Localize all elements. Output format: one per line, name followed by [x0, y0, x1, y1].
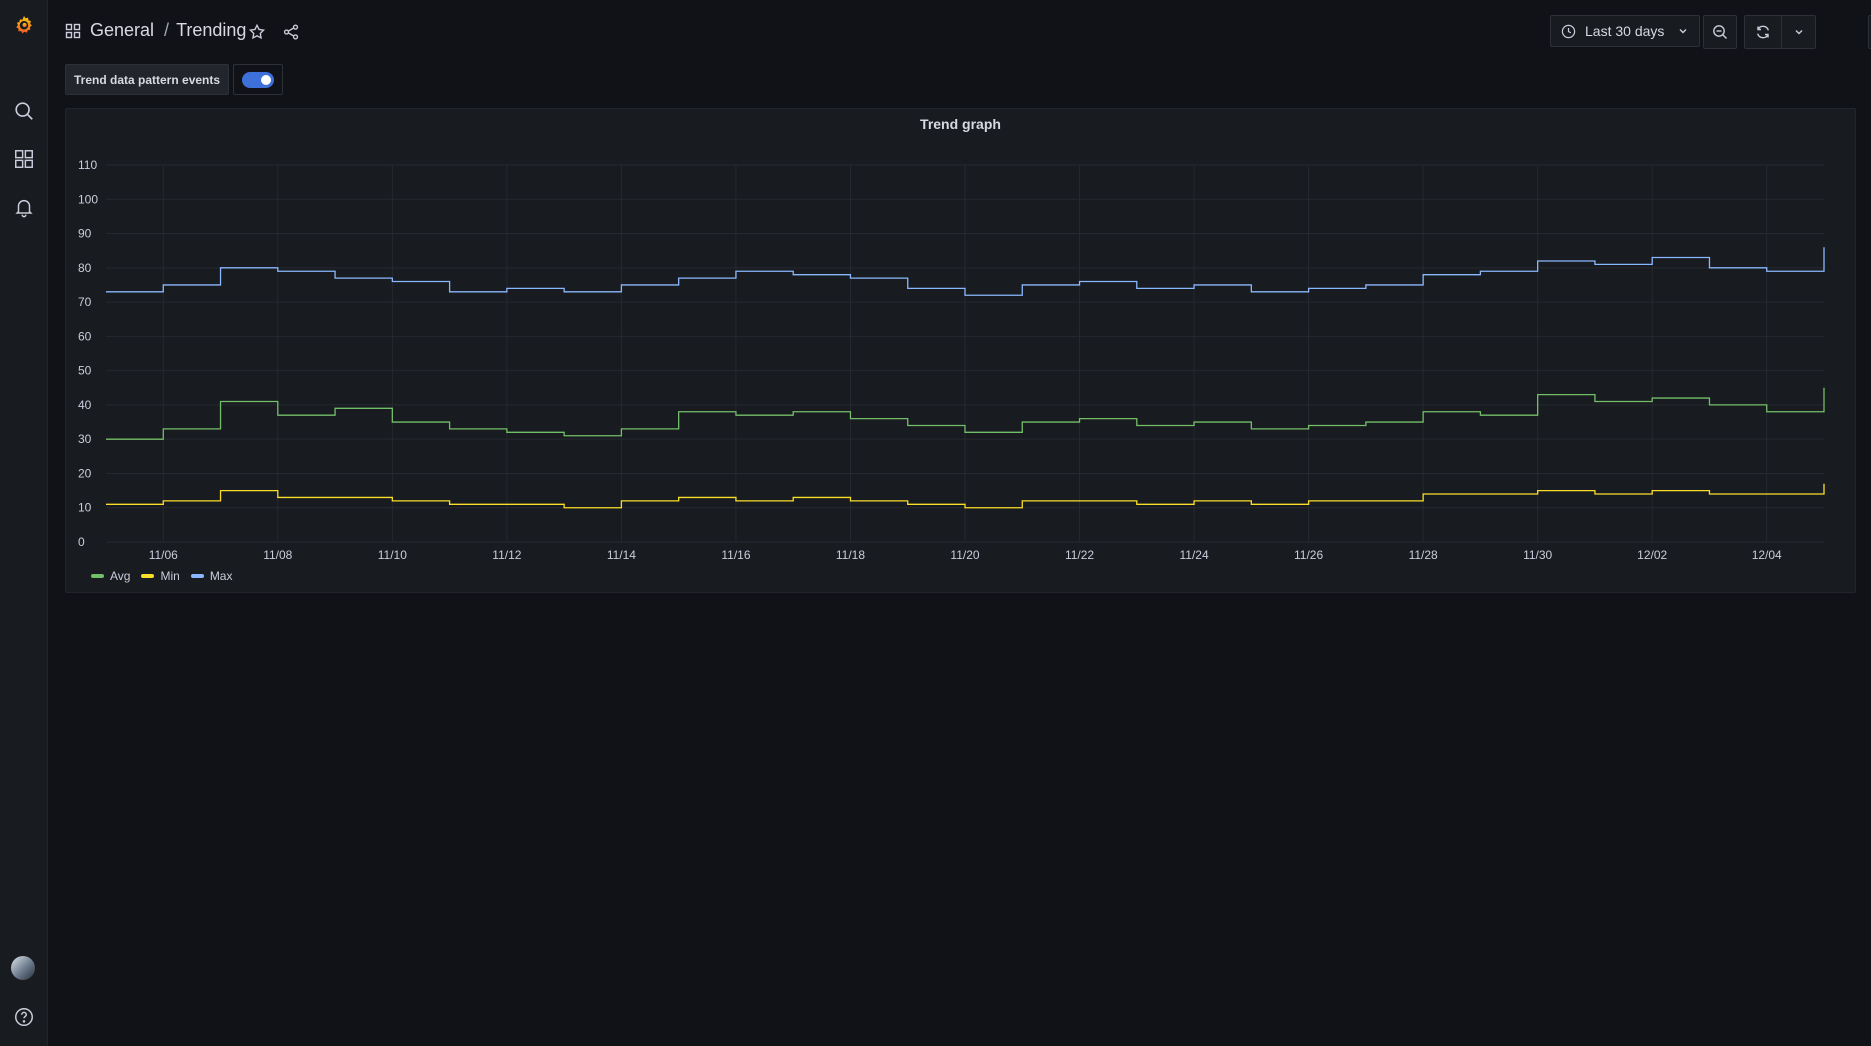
breadcrumb: General / Trending	[65, 20, 246, 41]
legend-item-avg[interactable]: Avg	[91, 569, 130, 583]
trend-variable-label: Trend data pattern events	[65, 64, 230, 95]
y-tick-label: 60	[78, 329, 92, 343]
x-tick-label: 11/30	[1523, 548, 1552, 562]
star-icon[interactable]	[246, 21, 268, 43]
trend-chart[interactable]: 0 10 20 30 40 50 60 70 80 90 100 110 11/06 11/08 11/10…	[66, 109, 1855, 592]
y-tick-label: 110	[78, 158, 97, 172]
x-tick-label: 11/18	[836, 548, 865, 562]
time-range-picker[interactable]: Last 30 days	[1550, 15, 1700, 47]
chart-legend: Avg Min Max	[91, 569, 243, 583]
refresh-interval-dropdown[interactable]	[1782, 26, 1815, 38]
series-line-min	[106, 483, 1825, 509]
legend-swatch	[91, 574, 104, 578]
sidebar	[0, 0, 48, 1046]
legend-swatch	[190, 574, 204, 578]
chevron-down-icon	[1679, 29, 1687, 34]
star-icon-svg	[248, 23, 266, 40]
search-icon[interactable]	[0, 91, 47, 131]
x-tick-label: 11/20	[950, 548, 979, 562]
x-tick-label: 11/10	[378, 548, 407, 562]
x-tick-label: 11/06	[149, 548, 178, 562]
legend-swatch	[141, 574, 155, 578]
legend-item-max[interactable]: Max	[190, 569, 233, 583]
legend-item-min[interactable]: Min	[141, 569, 180, 583]
zoom-out-button[interactable]	[1703, 15, 1737, 49]
x-tick-label: 11/12	[492, 548, 521, 562]
x-tick-label: 12/02	[1637, 548, 1667, 562]
grafana-logo-svg	[15, 16, 32, 34]
avatar[interactable]	[11, 956, 35, 980]
toggle-switch[interactable]	[242, 71, 275, 88]
search-icon-svg	[14, 102, 33, 120]
time-range-label: Last 30 days	[1585, 23, 1665, 39]
trend-graph-panel: Trend graph 0 10 20 30 40 50 60 70 80 90 100 110 11/…	[65, 108, 1856, 593]
refresh-icon	[1757, 25, 1769, 39]
dashboards-icon[interactable]	[0, 139, 47, 179]
x-tick-label: 11/16	[721, 548, 750, 562]
x-tick-label: 11/24	[1179, 548, 1208, 562]
dashboard-grid-icon	[65, 23, 81, 38]
chevron-down-icon	[1795, 30, 1802, 35]
y-tick-label: 80	[78, 261, 92, 275]
breadcrumb-separator: /	[164, 20, 170, 40]
y-tick-label: 20	[78, 466, 92, 480]
x-tick-label: 11/14	[607, 548, 636, 562]
alerting-bell-icon[interactable]	[0, 187, 47, 227]
top-navbar: General / Trending Last 30 days	[47, 0, 1871, 64]
share-icon[interactable]	[280, 21, 302, 43]
legend-label: Avg	[110, 569, 131, 583]
legend-label: Min	[160, 569, 180, 583]
panel-title[interactable]: Trend graph	[920, 116, 1001, 132]
x-tick-label: 12/04	[1752, 548, 1782, 562]
series-line-max	[106, 247, 1825, 296]
page-title[interactable]: Trending	[176, 20, 247, 40]
refresh-button-group	[1744, 15, 1816, 49]
x-tick-label: 11/28	[1409, 548, 1438, 562]
x-tick-label: 11/08	[263, 548, 292, 562]
dashboards-icon-svg	[14, 150, 33, 168]
x-tick-label: 11/26	[1294, 548, 1323, 562]
help-icon-svg	[14, 1008, 33, 1026]
x-tick-label: 11/22	[1065, 548, 1094, 562]
variables-bar: Trend data pattern events	[65, 64, 284, 95]
zoom-out-icon	[1713, 25, 1727, 39]
y-tick-label: 0	[78, 535, 85, 549]
tv-mode-button[interactable]	[1868, 15, 1871, 49]
bell-icon-svg	[14, 199, 33, 218]
legend-label: Max	[209, 569, 233, 583]
clock-icon	[1561, 24, 1576, 38]
y-tick-label: 50	[78, 364, 92, 378]
grafana-logo-icon[interactable]	[0, 4, 47, 46]
share-icon-svg	[283, 24, 299, 40]
trend-variable-toggle[interactable]	[233, 64, 284, 95]
breadcrumb-folder[interactable]: General	[90, 20, 155, 40]
series-line-avg	[106, 387, 1825, 440]
refresh-button[interactable]	[1745, 16, 1782, 48]
y-tick-label: 100	[78, 192, 98, 206]
y-tick-label: 40	[78, 398, 92, 412]
y-tick-label: 30	[78, 432, 92, 446]
help-icon[interactable]	[0, 997, 47, 1037]
y-tick-label: 70	[78, 295, 92, 309]
y-tick-label: 90	[78, 227, 92, 241]
y-tick-label: 10	[78, 501, 92, 515]
